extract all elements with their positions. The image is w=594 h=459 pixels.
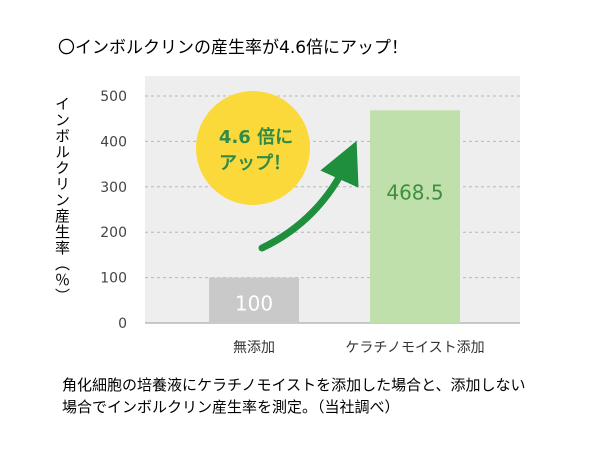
- page-title: 〇インボルクリンの産生率が4.6倍にアップ！: [58, 38, 409, 58]
- bar-value-label: 100: [235, 291, 273, 315]
- badge-line-2: アップ！: [219, 152, 291, 174]
- curved-arrow-up-icon: [258, 140, 359, 252]
- y-tick-label: 300: [100, 180, 127, 196]
- bar: [370, 110, 460, 324]
- x-tick-label: ケラチノモイスト添加: [345, 340, 484, 356]
- footnote-line-1: 角化細胞の培養液にケラチノモイストを添加した場合と、添加しない: [62, 376, 526, 394]
- y-tick-label: 200: [100, 225, 127, 241]
- y-tick-label: 500: [100, 89, 127, 105]
- y-axis-label: インボルクリン産生率（％）: [53, 96, 71, 304]
- y-tick-label: 0: [118, 316, 127, 332]
- bars: 100 468.5: [209, 110, 460, 324]
- bar: [209, 277, 299, 323]
- y-tick-label: 400: [100, 134, 127, 150]
- badge-line-1: 4.6 倍に: [219, 126, 293, 148]
- y-tick-label: 100: [100, 271, 127, 287]
- footnote: 角化細胞の培養液にケラチノモイストを添加した場合と、添加しない 場合でインボルク…: [62, 374, 526, 418]
- plot-background: [145, 76, 520, 323]
- y-axis-ticks: 0 100 200 300 400 500: [100, 89, 127, 332]
- increase-badge: [196, 91, 310, 205]
- x-tick-label: 無添加: [233, 340, 275, 356]
- footnote-line-2: 場合でインボルクリン産生率を測定。（当社調べ）: [62, 398, 400, 416]
- bar-value-label: 468.5: [386, 181, 443, 205]
- x-axis-ticks: 無添加 ケラチノモイスト添加: [233, 340, 485, 356]
